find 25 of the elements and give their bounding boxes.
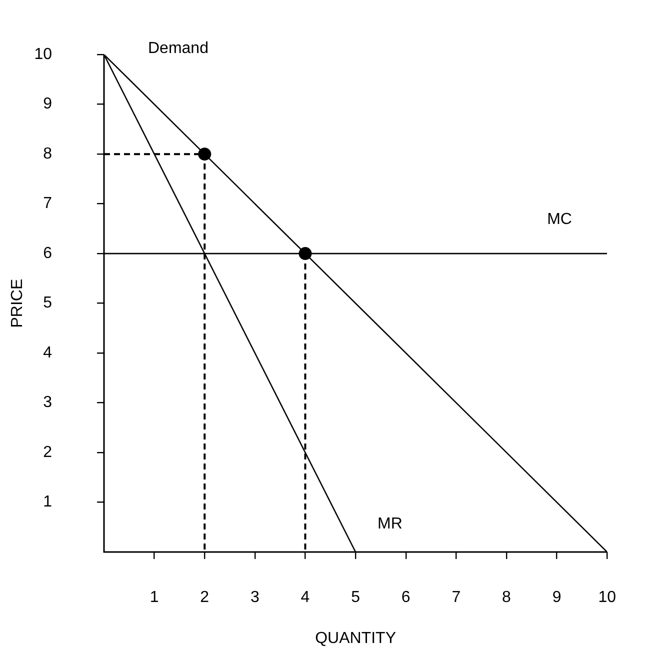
series-label: MR xyxy=(378,515,402,532)
y-tick-label: 7 xyxy=(43,195,52,212)
y-tick-label: 9 xyxy=(43,96,52,113)
x-tick-label: 8 xyxy=(502,589,512,606)
x-tick-label: 4 xyxy=(300,589,310,606)
y-tick-label: 5 xyxy=(43,294,52,312)
y-tick-label: 10 xyxy=(34,46,52,64)
x-tick-label: 7 xyxy=(452,589,461,606)
x-tick-label: 5 xyxy=(351,589,360,606)
x-tick-label: 2 xyxy=(200,589,210,606)
y-tick-label: 8 xyxy=(43,145,52,162)
series-label: MC xyxy=(547,210,572,228)
x-tick-label: 10 xyxy=(598,589,616,606)
y-tick-label: 4 xyxy=(43,344,52,362)
y-tick-label: 2 xyxy=(43,444,52,461)
y-tick-label: 3 xyxy=(43,394,52,412)
x-tick-label: 6 xyxy=(401,589,410,606)
y-tick-label: 1 xyxy=(43,494,52,511)
y-axis-title: PRICE xyxy=(9,278,26,328)
y-tick-label: 6 xyxy=(43,244,52,262)
x-tick-label: 3 xyxy=(250,589,260,606)
x-tick-label: 9 xyxy=(552,589,562,606)
x-axis-title: QUANTITY xyxy=(315,630,396,647)
series-label: Demand xyxy=(148,40,208,58)
x-tick-label: 1 xyxy=(150,589,159,606)
